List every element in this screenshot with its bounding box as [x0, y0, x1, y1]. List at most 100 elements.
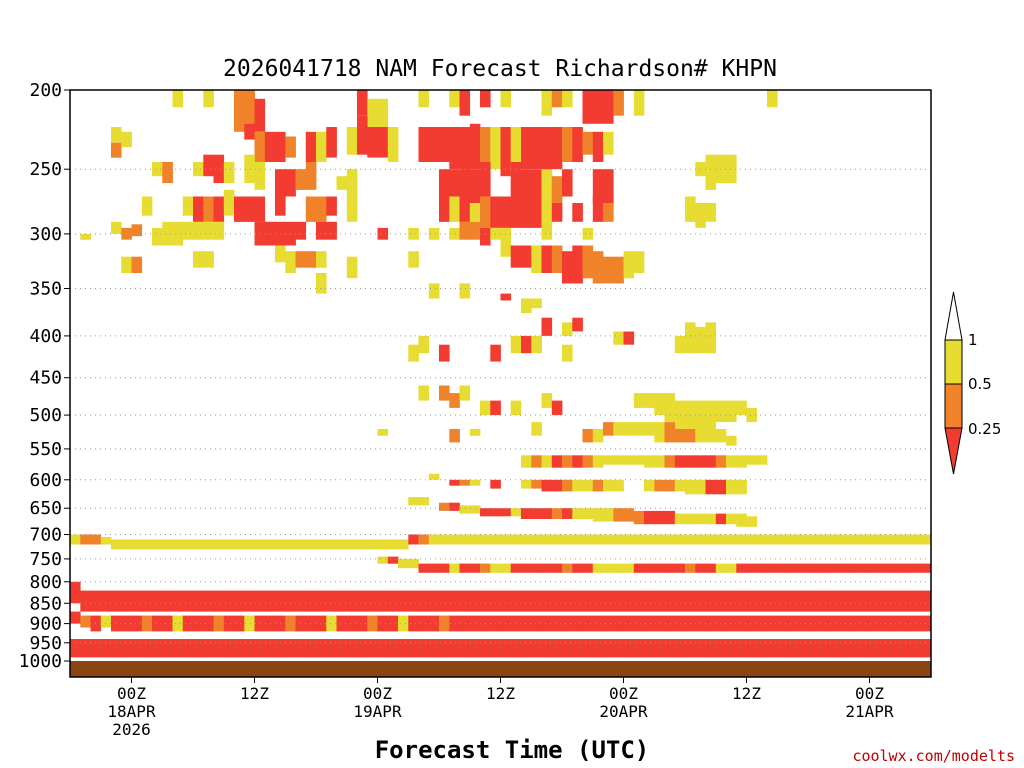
heatmap-cell — [715, 479, 727, 495]
heatmap-cell — [449, 90, 460, 108]
heatmap-cell — [531, 479, 542, 489]
heatmap-cell — [849, 590, 860, 612]
heatmap-cell — [469, 221, 481, 240]
ytick-label-300: 300 — [29, 224, 62, 245]
heatmap-cell — [234, 639, 245, 658]
heatmap-cell — [111, 615, 122, 632]
heatmap-cell — [551, 590, 563, 612]
heatmap-cell — [644, 534, 655, 545]
heatmap-cell — [674, 429, 686, 443]
heatmap-cell — [439, 196, 450, 222]
chart-title: 2026041718 NAM Forecast Richardson# KHPN — [223, 56, 777, 82]
heatmap-cell — [80, 615, 91, 628]
heatmap-cell — [203, 539, 214, 550]
heatmap-cell — [459, 563, 471, 573]
heatmap-cell — [408, 497, 419, 506]
heatmap-cell — [644, 590, 655, 612]
heatmap-cell — [582, 131, 594, 155]
heatmap-cell — [654, 590, 665, 612]
heatmap-cell — [572, 317, 583, 332]
heatmap-cell — [254, 98, 266, 132]
heatmap-cell — [777, 615, 788, 632]
ytick-label-650: 650 — [29, 498, 62, 519]
heatmap-cell — [203, 154, 214, 177]
heatmap-cell — [254, 615, 266, 632]
heatmap-cell — [244, 154, 255, 184]
heatmap-cell — [398, 558, 409, 569]
heatmap-cell — [469, 479, 481, 486]
heatmap-cell — [695, 513, 706, 525]
heatmap-cell — [336, 639, 348, 658]
heatmap-cell — [521, 127, 532, 170]
heatmap-cell — [510, 590, 522, 612]
heatmap-cell — [623, 508, 635, 522]
heatmap-cell — [582, 508, 594, 519]
heatmap-cell — [100, 615, 112, 628]
heatmap-cell — [326, 221, 337, 240]
heatmap-cell — [70, 639, 81, 658]
heatmap-cell — [685, 534, 696, 545]
heatmap-cell — [859, 615, 870, 632]
heatmap-cell — [603, 131, 614, 155]
heatmap-cell — [408, 558, 419, 569]
heatmap-cell — [346, 615, 358, 632]
heatmap-cell — [357, 115, 368, 155]
heatmap-cell — [726, 154, 737, 184]
heatmap-cell — [613, 639, 624, 658]
heatmap-cell — [531, 590, 542, 612]
heatmap-cell — [521, 298, 532, 313]
heatmap-cell — [510, 639, 522, 658]
heatmap-cell — [726, 435, 737, 446]
heatmap-cell — [182, 196, 194, 216]
heatmap-cell — [70, 534, 81, 545]
heatmap-cell — [787, 563, 799, 573]
heatmap-cell — [674, 455, 686, 468]
heatmap-cell — [603, 256, 614, 284]
heatmap-cell — [767, 590, 778, 612]
legend-label-1: 1 — [968, 331, 978, 349]
heatmap-cell — [541, 590, 553, 612]
heatmap-cell — [644, 422, 655, 436]
heatmap-cell — [275, 131, 286, 162]
heatmap-cell — [346, 639, 358, 658]
heatmap-cell — [480, 90, 491, 108]
heatmap-cell — [582, 227, 594, 240]
heatmap-cell — [439, 502, 450, 511]
heatmap-cell — [295, 221, 307, 240]
heatmap-cell — [357, 539, 368, 550]
xtick-label: 19APR — [353, 702, 402, 721]
heatmap-cell — [459, 479, 471, 486]
heatmap-cell — [510, 245, 522, 268]
heatmap-cell — [644, 479, 655, 492]
heatmap-cell — [910, 639, 922, 658]
xtick-label: 21APR — [845, 702, 894, 721]
heatmap-cell — [346, 203, 358, 222]
heatmap-cell — [869, 534, 881, 545]
heatmap-cell — [746, 534, 758, 545]
heatmap-cell — [459, 639, 471, 658]
heatmap-cell — [490, 127, 501, 170]
heatmap-cell — [777, 590, 788, 612]
heatmap-cell — [818, 563, 829, 573]
heatmap-cell — [541, 615, 553, 632]
heatmap-cell — [213, 590, 225, 612]
heatmap-cell — [162, 221, 173, 246]
heatmap-cell — [244, 196, 255, 222]
heatmap-cell — [428, 590, 440, 612]
heatmap-cell — [654, 455, 665, 468]
ytick-label-400: 400 — [29, 326, 62, 347]
heatmap-cell — [500, 196, 512, 228]
heatmap-cell — [480, 639, 491, 658]
heatmap-cell — [726, 455, 737, 468]
heatmap-cell — [644, 639, 655, 658]
heatmap-cell — [746, 563, 758, 573]
heatmap-cell — [428, 283, 440, 299]
heatmap-cell — [428, 473, 440, 480]
heatmap-cell — [480, 508, 491, 517]
heatmap-cell — [541, 127, 553, 177]
heatmap-cell — [244, 539, 255, 550]
heatmap-cell — [275, 590, 286, 612]
heatmap-cell — [551, 534, 563, 545]
heatmap-cell — [572, 455, 583, 468]
heatmap-cell — [603, 508, 614, 522]
